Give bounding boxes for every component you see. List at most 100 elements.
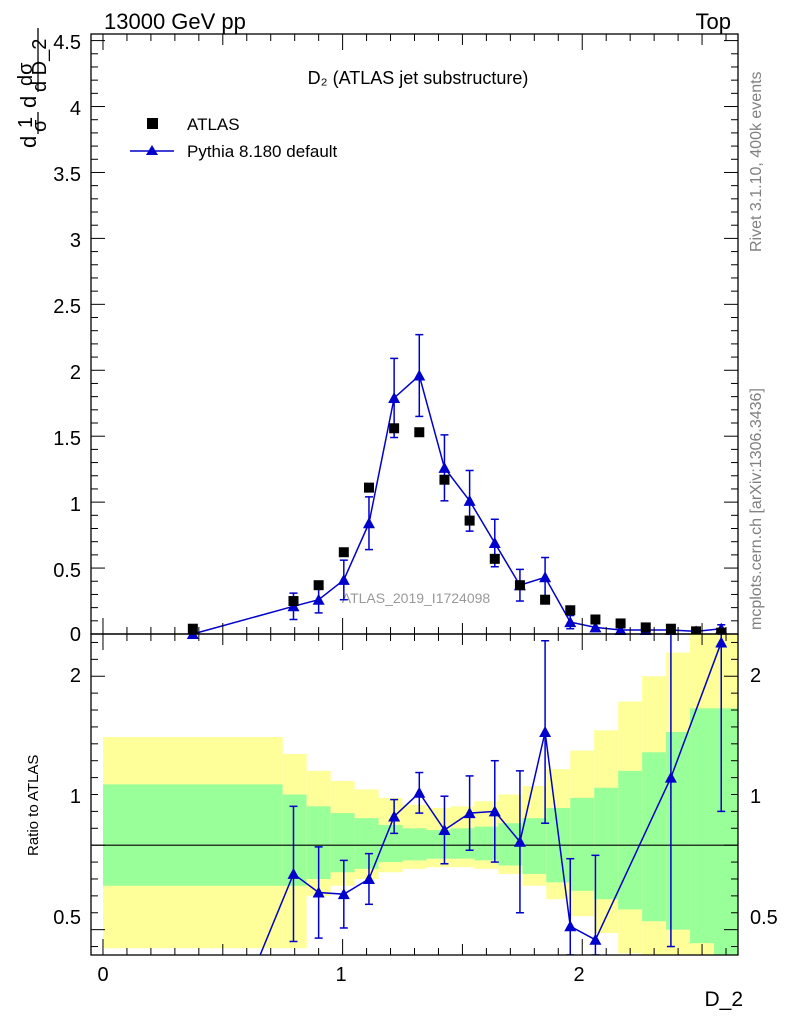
ratio-point bbox=[438, 823, 451, 835]
main-ylabel: d 1 σ d dσ d D_2 bbox=[15, 28, 51, 148]
ylabel-frac1-den: σ bbox=[29, 119, 51, 132]
header-right-label: Top bbox=[696, 9, 731, 34]
mc-uncertainty-band-inner bbox=[714, 708, 738, 955]
mc-uncertainty-band-inner bbox=[102, 784, 283, 886]
pythia-point bbox=[463, 494, 476, 506]
ylabel-prefix-d2: d bbox=[16, 96, 41, 108]
pythia-point bbox=[539, 571, 552, 583]
ratio-ytick-labels-left: 0.5 1 2 bbox=[53, 665, 81, 929]
x-axis-label: D_2 bbox=[704, 988, 743, 1011]
ratio-point bbox=[337, 888, 350, 900]
main-ytick-label: 0.5 bbox=[53, 560, 81, 582]
ratio-ylabel: Ratio to ATLAS bbox=[25, 755, 42, 856]
main-ytick-label: 2 bbox=[70, 362, 81, 384]
pythia-point bbox=[337, 573, 350, 585]
mc-uncertainty-band-inner bbox=[498, 823, 523, 866]
ratio-ytick-label-right: 0.5 bbox=[750, 907, 778, 929]
atlas-point bbox=[565, 605, 576, 616]
ratio-point bbox=[362, 872, 375, 884]
atlas-point bbox=[615, 618, 626, 629]
pythia-point bbox=[614, 624, 627, 636]
ratio-series-group bbox=[259, 634, 728, 955]
atlas-point bbox=[540, 594, 551, 605]
main-ytick-label: 0 bbox=[70, 624, 81, 646]
pythia-point bbox=[413, 369, 426, 381]
atlas-point bbox=[288, 596, 299, 607]
atlas-point bbox=[363, 482, 374, 493]
ratio-plot-area bbox=[91, 634, 738, 955]
ratio-point bbox=[513, 835, 526, 847]
pythia-point bbox=[564, 616, 577, 628]
pythia-point bbox=[388, 391, 401, 403]
mc-uncertainty-band-inner bbox=[594, 787, 619, 900]
ratio-point bbox=[287, 867, 300, 879]
rivet-version-label: Rivet 3.1.10, 400k events bbox=[748, 71, 765, 252]
atlas-point bbox=[489, 553, 500, 564]
ratio-ytick-label-right: 1 bbox=[750, 786, 761, 808]
ratio-series-line bbox=[259, 642, 722, 955]
ratio-ytick-label: 1 bbox=[70, 786, 81, 808]
ratio-point bbox=[463, 807, 476, 819]
xtick-label: 2 bbox=[573, 964, 584, 986]
mc-uncertainty-band-inner bbox=[450, 828, 475, 859]
legend-atlas-marker bbox=[147, 118, 158, 129]
main-title: D₂ (ATLAS jet substructure) bbox=[308, 68, 529, 88]
main-ytick-label: 4.5 bbox=[53, 32, 81, 54]
main-ytick-label: 3.5 bbox=[53, 164, 81, 186]
atlas-point bbox=[187, 623, 198, 634]
ratio-point bbox=[564, 920, 577, 932]
atlas-point bbox=[514, 580, 525, 591]
header-left-label: 13000 GeV pp bbox=[104, 9, 246, 34]
analysis-watermark: ATLAS_2019_I1724098 bbox=[342, 590, 491, 606]
atlas-point bbox=[590, 614, 601, 625]
ratio-point bbox=[589, 933, 602, 945]
mc-uncertainty-band-inner bbox=[690, 708, 715, 944]
mcplots-label: mcplots.cern.ch [arXiv:1306.3436] bbox=[748, 388, 765, 630]
atlas-point bbox=[439, 474, 450, 485]
ratio-point bbox=[488, 805, 501, 817]
pythia-point bbox=[438, 461, 451, 473]
mc-uncertainty-band-inner bbox=[402, 828, 427, 861]
atlas-point bbox=[464, 515, 475, 526]
mc-uncertainty-band-inner bbox=[330, 813, 355, 873]
axis-frames bbox=[90, 33, 739, 956]
ratio-ytick-labels-right: 0.5 1 2 bbox=[750, 665, 778, 929]
atlas-point bbox=[313, 580, 324, 591]
mc-uncertainty-band-inner bbox=[378, 824, 403, 863]
ratio-point bbox=[715, 636, 728, 648]
mc-uncertainty-band-inner bbox=[474, 826, 499, 861]
mc-uncertainty-band-inner bbox=[570, 797, 595, 891]
atlas-point bbox=[389, 423, 400, 434]
legend-pythia-label: Pythia 8.180 default bbox=[187, 142, 338, 161]
atlas-point bbox=[414, 427, 425, 438]
ratio-ytick-label-right: 2 bbox=[750, 665, 761, 687]
pythia-point bbox=[488, 537, 501, 549]
main-ytick-label: 1 bbox=[70, 494, 81, 516]
ratio-ytick-label: 0.5 bbox=[53, 907, 81, 929]
mc-uncertainty-band-inner bbox=[354, 818, 379, 869]
ylabel-frac2-num: dσ bbox=[15, 62, 37, 86]
pythia-point bbox=[312, 593, 325, 605]
mc-uncertainty-band-inner bbox=[282, 794, 307, 886]
ratio-point bbox=[413, 786, 426, 798]
xtick-label: 1 bbox=[335, 964, 346, 986]
ylabel-frac2-den: d D_2 bbox=[29, 39, 51, 92]
pythia-point bbox=[589, 621, 602, 633]
pythia-point bbox=[362, 517, 375, 529]
mc-uncertainty-band-inner bbox=[618, 770, 643, 910]
xtick-label: 0 bbox=[97, 964, 108, 986]
mc-uncertainty-band-inner bbox=[306, 806, 331, 879]
atlas-point bbox=[716, 627, 727, 638]
ratio-point bbox=[388, 810, 401, 822]
main-ytick-labels: 0 0.5 1 1.5 2 2.5 3 3.5 4 4.5 bbox=[53, 32, 81, 646]
main-ytick-label: 1.5 bbox=[53, 428, 81, 450]
ratio-point bbox=[312, 886, 325, 898]
legend: ATLAS Pythia 8.180 default bbox=[130, 115, 338, 161]
xtick-labels: 0 1 2 bbox=[97, 964, 584, 986]
ylabel-frac1-num: 1 bbox=[15, 117, 37, 128]
legend-pythia-marker bbox=[146, 145, 158, 155]
atlas-point bbox=[665, 623, 676, 634]
atlas-point bbox=[640, 622, 651, 633]
main-ytick-label: 4 bbox=[70, 98, 81, 120]
